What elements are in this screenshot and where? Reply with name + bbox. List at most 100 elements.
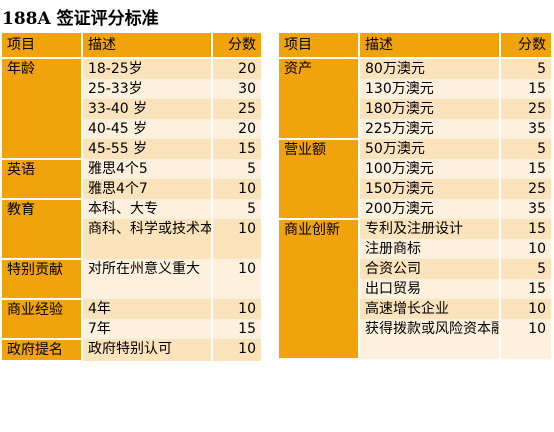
row-points: 25	[211, 99, 261, 119]
table-row: 出口贸易 15	[279, 279, 551, 299]
row-points: 35	[499, 199, 551, 219]
row-points: 35	[499, 119, 551, 139]
header-category: 项目	[279, 33, 359, 59]
row-description: 专利及注册设计	[358, 219, 500, 239]
header-points: 分数	[499, 33, 551, 59]
row-description: 4年	[81, 299, 212, 319]
table-row: 33-40 岁 25	[2, 99, 261, 119]
row-points: 15	[499, 219, 551, 239]
header-points: 分数	[211, 33, 261, 59]
row-points: 10	[499, 239, 551, 259]
row-description: 本科、大专	[81, 199, 212, 219]
row-description: 25-33岁	[81, 79, 212, 99]
table-row: 7年 15	[2, 319, 261, 339]
row-description: 200万澳元	[358, 199, 500, 219]
row-points: 15	[499, 79, 551, 99]
row-description: 商科、科学或技术本科	[81, 219, 212, 259]
row-description: 40-45 岁	[81, 119, 212, 139]
row-points: 5	[499, 58, 551, 79]
row-points: 10	[499, 319, 551, 359]
row-description: 政府特别认可	[81, 339, 212, 361]
table-row: 商科、科学或技术本科 10	[2, 219, 261, 259]
page-title: 188A 签证评分标准	[2, 9, 159, 29]
table-row: 注册商标 10	[279, 239, 551, 259]
row-points: 30	[211, 79, 261, 99]
row-points: 5	[499, 139, 551, 159]
table-row: 合资公司 5	[279, 259, 551, 279]
category-english: 英语	[2, 159, 82, 200]
table-row: 180万澳元 25	[279, 99, 551, 119]
row-points: 20	[211, 119, 261, 139]
row-description: 合资公司	[358, 259, 500, 279]
category-age: 年龄	[2, 58, 82, 160]
row-points: 10	[211, 259, 261, 299]
table-row: 英语 雅思4个5 5	[2, 159, 261, 200]
table-row: 营业额 50万澳元 5	[279, 139, 551, 220]
table-header: 项目 描述 分数	[279, 33, 551, 59]
row-description: 50万澳元	[358, 139, 500, 159]
table-header: 项目 描述 分数	[2, 33, 261, 59]
table-row: 40-45 岁 20	[2, 119, 261, 139]
category-education: 教育	[2, 199, 82, 260]
table-row: 商业创新 专利及注册设计 15	[279, 219, 551, 360]
row-points: 5	[211, 199, 261, 219]
table-row: 资产 80万澳元 5	[279, 58, 551, 140]
table-row: 25-33岁 30	[2, 79, 261, 99]
table-row: 年龄 18-25岁 20	[2, 58, 261, 160]
row-description: 80万澳元	[358, 58, 500, 79]
table-row: 225万澳元 35	[279, 119, 551, 139]
table-row: 高速增长企业 10	[279, 299, 551, 319]
row-points: 10	[211, 339, 261, 361]
row-points: 15	[499, 159, 551, 179]
row-description: 18-25岁	[81, 58, 212, 79]
row-points: 20	[211, 58, 261, 79]
row-description: 获得拨款或风险资本融资	[358, 319, 500, 359]
row-points: 25	[499, 179, 551, 199]
category-business-innovation: 商业创新	[279, 219, 359, 360]
row-description: 对所在州意义重大	[81, 259, 212, 299]
table-row: 100万澳元 15	[279, 159, 551, 179]
row-points: 15	[211, 139, 261, 159]
table-row: 130万澳元 15	[279, 79, 551, 99]
category-special-contribution: 特别贡献	[2, 259, 82, 300]
row-description: 7年	[81, 319, 212, 339]
score-table-left: 项目 描述 分数 年龄 18-25岁 20 25-33岁 30 33-40 岁 …	[2, 33, 261, 362]
row-description: 130万澳元	[358, 79, 500, 99]
table-row: 特别贡献 对所在州意义重大 10	[2, 259, 261, 300]
row-description: 180万澳元	[358, 99, 500, 119]
category-government-nomination: 政府提名	[2, 339, 82, 362]
row-description: 45-55 岁	[81, 139, 212, 159]
table-row: 教育 本科、大专 5	[2, 199, 261, 260]
row-description: 雅思4个7	[81, 179, 212, 199]
row-points: 25	[499, 99, 551, 119]
row-description: 100万澳元	[358, 159, 500, 179]
table-row: 获得拨款或风险资本融资 10	[279, 319, 551, 359]
header-category: 项目	[2, 33, 82, 59]
row-points: 5	[211, 159, 261, 179]
row-points: 10	[499, 299, 551, 319]
row-description: 33-40 岁	[81, 99, 212, 119]
table-row: 商业经验 4年 10	[2, 299, 261, 340]
row-points: 10	[211, 299, 261, 319]
row-points: 10	[211, 219, 261, 259]
table-row: 200万澳元 35	[279, 199, 551, 219]
category-business-experience: 商业经验	[2, 299, 82, 340]
table-row: 雅思4个7 10	[2, 179, 261, 199]
row-description: 出口贸易	[358, 279, 500, 299]
row-points: 10	[211, 179, 261, 199]
header-description: 描述	[81, 33, 212, 59]
category-assets: 资产	[279, 58, 359, 140]
row-description: 雅思4个5	[81, 159, 212, 179]
table-row: 150万澳元 25	[279, 179, 551, 199]
row-points: 15	[499, 279, 551, 299]
score-table-right: 项目 描述 分数 资产 80万澳元 5 130万澳元 15 180万澳元 25 …	[279, 33, 551, 360]
table-row: 45-55 岁 15	[2, 139, 261, 159]
row-description: 注册商标	[358, 239, 500, 259]
row-description: 150万澳元	[358, 179, 500, 199]
table-row: 政府提名 政府特别认可 10	[2, 339, 261, 362]
row-points: 5	[499, 259, 551, 279]
row-description: 225万澳元	[358, 119, 500, 139]
header-description: 描述	[358, 33, 500, 59]
category-turnover: 营业额	[279, 139, 359, 220]
row-points: 15	[211, 319, 261, 339]
